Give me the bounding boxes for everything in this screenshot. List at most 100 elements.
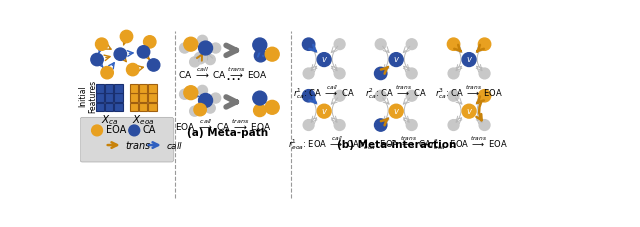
Circle shape	[143, 36, 156, 48]
Circle shape	[95, 38, 108, 50]
FancyBboxPatch shape	[139, 94, 147, 102]
Circle shape	[129, 125, 140, 136]
Circle shape	[303, 120, 314, 131]
Circle shape	[374, 67, 387, 80]
Text: EOA: EOA	[106, 126, 126, 136]
Circle shape	[184, 37, 198, 51]
Text: $\it{trans}$: $\it{trans}$	[125, 139, 152, 151]
FancyBboxPatch shape	[139, 84, 147, 93]
Circle shape	[448, 120, 459, 131]
Circle shape	[406, 39, 417, 49]
Circle shape	[195, 52, 206, 64]
Text: $r^2_{ca}$: CA $\overset{trans}{\longrightarrow}$ CA: $r^2_{ca}$: CA $\overset{trans}{\longrig…	[365, 83, 427, 101]
Circle shape	[205, 103, 215, 113]
Circle shape	[180, 43, 189, 53]
FancyBboxPatch shape	[105, 84, 113, 93]
Circle shape	[317, 53, 331, 67]
Circle shape	[406, 68, 417, 79]
Text: EOA $\overset{call}{\longrightarrow}$ CA $\overset{trans}{\longrightarrow}$ EOA: EOA $\overset{call}{\longrightarrow}$ CA…	[175, 117, 271, 133]
Circle shape	[375, 39, 386, 49]
Circle shape	[478, 90, 491, 102]
FancyBboxPatch shape	[95, 103, 104, 111]
Text: (b) Meta-interaction: (b) Meta-interaction	[337, 141, 456, 151]
FancyBboxPatch shape	[114, 84, 123, 93]
Circle shape	[389, 53, 403, 67]
Text: $v$: $v$	[393, 107, 400, 116]
FancyBboxPatch shape	[95, 94, 104, 102]
FancyBboxPatch shape	[139, 103, 147, 111]
FancyBboxPatch shape	[129, 94, 138, 102]
Text: CA: CA	[143, 126, 156, 136]
Circle shape	[374, 119, 387, 131]
Text: $r^1_{eoa}$: EOA $\overset{call}{\longrightarrow}$ CA: $r^1_{eoa}$: EOA $\overset{call}{\longri…	[288, 134, 360, 152]
Text: $r^3_{eoa}$: EOA $\overset{trans}{\longrightarrow}$ EOA: $r^3_{eoa}$: EOA $\overset{trans}{\longr…	[430, 134, 508, 152]
Circle shape	[114, 48, 127, 60]
Circle shape	[303, 68, 314, 79]
Circle shape	[462, 104, 476, 118]
Circle shape	[253, 104, 266, 116]
Circle shape	[406, 120, 417, 131]
Circle shape	[198, 41, 212, 55]
Circle shape	[92, 125, 102, 136]
Text: $v$: $v$	[465, 107, 472, 116]
Circle shape	[120, 30, 132, 43]
Circle shape	[211, 43, 221, 53]
Circle shape	[479, 68, 490, 79]
FancyBboxPatch shape	[95, 84, 104, 93]
Text: $X_{eoa}$: $X_{eoa}$	[132, 114, 155, 127]
Text: $r^3_{ca}$: CA $\overset{trans}{\longrightarrow}$ EOA: $r^3_{ca}$: CA $\overset{trans}{\longrig…	[435, 83, 503, 101]
Circle shape	[334, 90, 345, 101]
Circle shape	[448, 68, 459, 79]
Circle shape	[194, 104, 206, 116]
Circle shape	[303, 90, 315, 102]
Circle shape	[91, 53, 103, 66]
Circle shape	[205, 54, 215, 65]
FancyBboxPatch shape	[129, 103, 138, 111]
FancyBboxPatch shape	[148, 94, 157, 102]
FancyBboxPatch shape	[129, 84, 138, 93]
Circle shape	[375, 90, 386, 101]
Circle shape	[189, 106, 200, 116]
Circle shape	[253, 91, 267, 105]
Text: $v$: $v$	[321, 107, 328, 116]
Circle shape	[254, 49, 267, 62]
Text: Initial
Features: Initial Features	[78, 80, 97, 113]
Circle shape	[462, 53, 476, 67]
Circle shape	[101, 67, 113, 79]
Text: $r^2_{eoa}$: EOA $\overset{trans}{\longrightarrow}$ CA: $r^2_{eoa}$: EOA $\overset{trans}{\longr…	[360, 134, 432, 152]
FancyBboxPatch shape	[80, 117, 174, 162]
Circle shape	[147, 59, 160, 71]
Circle shape	[197, 85, 207, 95]
Circle shape	[138, 46, 150, 58]
Circle shape	[127, 63, 139, 76]
Text: $r^1_{ca}$: CA $\overset{call}{\longrightarrow}$ CA: $r^1_{ca}$: CA $\overset{call}{\longrigh…	[293, 83, 355, 101]
Text: $v$: $v$	[465, 55, 472, 64]
Text: $v$: $v$	[393, 55, 400, 64]
Text: $X_{ca}$: $X_{ca}$	[100, 114, 118, 127]
FancyBboxPatch shape	[105, 103, 113, 111]
FancyBboxPatch shape	[148, 84, 157, 93]
Text: CA $\overset{call}{\longrightarrow}$ CA $\overset{trans}{\longrightarrow}$ EOA: CA $\overset{call}{\longrightarrow}$ CA …	[179, 65, 268, 81]
Circle shape	[265, 47, 279, 61]
Text: $\it{call}$: $\it{call}$	[166, 140, 184, 151]
Text: $\cdots$: $\cdots$	[225, 70, 241, 85]
Circle shape	[334, 39, 345, 49]
Circle shape	[478, 38, 491, 50]
Circle shape	[180, 89, 189, 99]
Circle shape	[253, 38, 267, 52]
Circle shape	[197, 35, 207, 45]
Circle shape	[334, 120, 345, 131]
FancyBboxPatch shape	[105, 94, 113, 102]
FancyBboxPatch shape	[148, 103, 157, 111]
Circle shape	[448, 90, 459, 101]
Circle shape	[265, 100, 279, 114]
Circle shape	[189, 57, 200, 67]
Circle shape	[447, 38, 460, 50]
Circle shape	[184, 86, 198, 100]
Circle shape	[303, 38, 315, 50]
FancyBboxPatch shape	[114, 94, 123, 102]
Circle shape	[211, 93, 221, 103]
Circle shape	[389, 104, 403, 118]
Circle shape	[334, 68, 345, 79]
Text: $v$: $v$	[321, 55, 328, 64]
